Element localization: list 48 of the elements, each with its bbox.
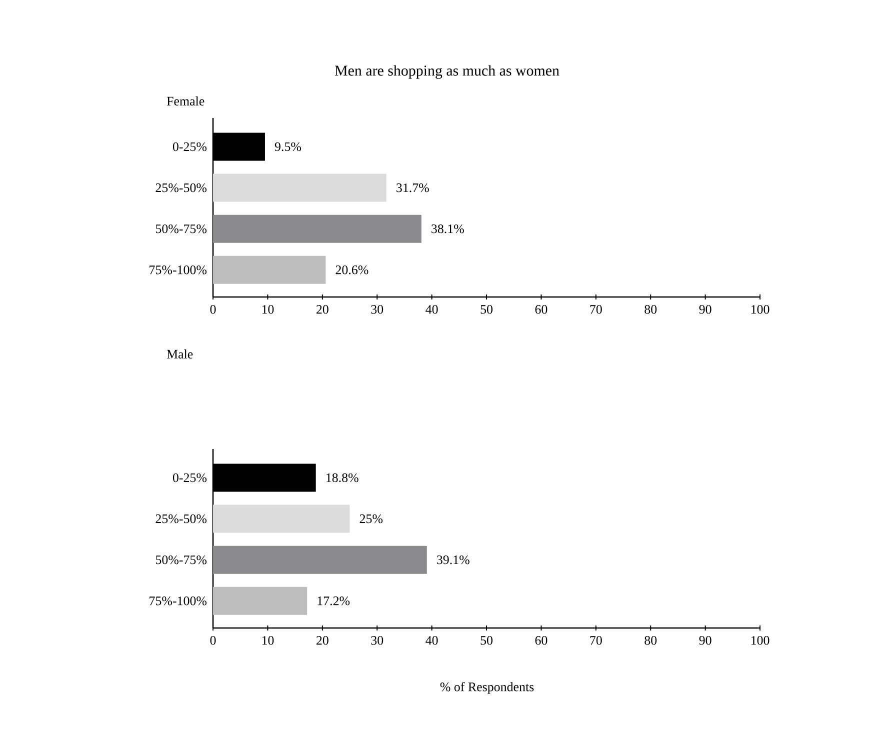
data-label: 31.7% bbox=[396, 183, 429, 192]
bar bbox=[213, 174, 386, 202]
bar bbox=[213, 214, 422, 243]
x-tick-label: 70 bbox=[590, 305, 602, 314]
x-tick-label: 70 bbox=[590, 636, 602, 645]
chart-subtitle: Female bbox=[166, 96, 204, 106]
x-tick-label: 40 bbox=[426, 636, 438, 645]
x-tick-label: 30 bbox=[371, 636, 384, 645]
y-tick-label: 75%-100% bbox=[150, 266, 207, 274]
data-label: 38.1% bbox=[432, 224, 464, 234]
x-tick-label: 50 bbox=[480, 636, 492, 645]
x-tick-label: 60 bbox=[535, 636, 548, 645]
y-tick-label: 0-25% bbox=[172, 473, 207, 482]
x-tick-label: 100 bbox=[751, 636, 770, 645]
y-tick-label: 25%-50% bbox=[156, 183, 207, 192]
y-tick-label: 25%-50% bbox=[156, 514, 207, 524]
bar bbox=[213, 256, 326, 284]
bar bbox=[213, 546, 427, 574]
chart-title: Men are shopping as much as women bbox=[334, 65, 560, 79]
x-tick-label: 10 bbox=[262, 305, 274, 314]
y-tick-label: 75%-100% bbox=[150, 596, 207, 606]
y-tick-label: 50%-75% bbox=[156, 224, 207, 234]
data-label: 9.5% bbox=[274, 142, 302, 152]
data-label: 18.8% bbox=[326, 473, 358, 482]
x-tick-label: 20 bbox=[316, 305, 328, 314]
y-tick-label: 50%-75% bbox=[156, 555, 207, 564]
x-tick-label: 0 bbox=[210, 305, 216, 314]
bar bbox=[213, 586, 308, 615]
x-tick-label: 0 bbox=[210, 636, 216, 645]
data-label: 17.2% bbox=[318, 596, 350, 606]
x-tick-label: 50 bbox=[480, 305, 492, 314]
data-label: 39.1% bbox=[437, 555, 470, 564]
y-tick-label: 0-25% bbox=[172, 142, 207, 152]
x-tick-label: 30 bbox=[371, 305, 384, 314]
data-label: 20.6% bbox=[336, 265, 368, 274]
x-tick-label: 10 bbox=[262, 636, 274, 645]
x-tick-label: 80 bbox=[644, 636, 657, 645]
x-tick-label: 80 bbox=[644, 305, 657, 314]
x-axis-title: % of Respondents bbox=[440, 682, 534, 694]
chart-subtitle: Male bbox=[166, 349, 193, 359]
x-tick-label: 100 bbox=[751, 305, 770, 314]
data-label: 25% bbox=[360, 514, 383, 524]
x-tick-label: 90 bbox=[699, 636, 712, 645]
bar bbox=[213, 504, 350, 533]
x-tick-label: 20 bbox=[316, 636, 328, 645]
x-tick-label: 90 bbox=[699, 305, 712, 314]
x-tick-label: 60 bbox=[535, 305, 548, 314]
x-tick-label: 40 bbox=[426, 305, 438, 314]
